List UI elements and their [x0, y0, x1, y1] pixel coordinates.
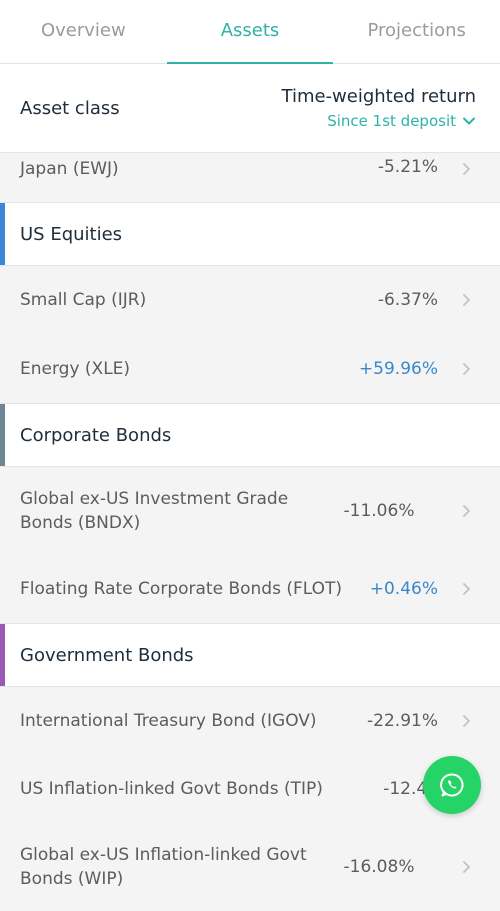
- asset-return: -22.91%: [367, 711, 438, 731]
- list-item-bndx[interactable]: Global ex-US Investment Grade Bonds (BND…: [0, 467, 500, 555]
- tab-assets[interactable]: Assets: [166, 0, 334, 64]
- asset-name: Energy (XLE): [20, 358, 131, 379]
- asset-return: -11.06%: [343, 501, 415, 521]
- asset-name: International Treasury Bond (IGOV): [20, 711, 317, 731]
- group-header-government-bonds: Government Bonds: [0, 623, 500, 687]
- list-item-flot[interactable]: Floating Rate Corporate Bonds (FLOT) +0.…: [0, 555, 500, 623]
- chevron-right-icon: [463, 362, 470, 375]
- group-color-bar: [0, 624, 5, 686]
- group-color-bar: [0, 203, 5, 265]
- list-item-small-cap[interactable]: Small Cap (IJR) -6.37%: [0, 266, 500, 334]
- group-header-us-equities: US Equities: [0, 202, 500, 266]
- return-title: Time-weighted return: [281, 86, 477, 107]
- asset-return: +0.46%: [369, 579, 438, 599]
- tab-projections[interactable]: Projections: [367, 20, 466, 41]
- group-label: Government Bonds: [20, 644, 194, 666]
- asset-return: -5.21%: [377, 157, 438, 177]
- list-item-igov[interactable]: International Treasury Bond (IGOV) -22.9…: [0, 687, 500, 755]
- list-item-energy[interactable]: Energy (XLE) +59.96%: [0, 334, 500, 403]
- asset-name: Global ex-US Inflation-linked Govt Bonds…: [20, 845, 307, 889]
- asset-name: Small Cap (IJR): [20, 290, 147, 310]
- period-dropdown[interactable]: Since 1st deposit: [327, 112, 476, 130]
- chevron-right-icon: [463, 294, 470, 306]
- asset-return: -6.37%: [377, 290, 438, 310]
- list-item-wip[interactable]: Global ex-US Inflation-linked Govt Bonds…: [0, 823, 500, 911]
- group-label: Corporate Bonds: [20, 424, 172, 446]
- chevron-right-icon: [463, 583, 470, 595]
- column-header: Asset class Time-weighted return Since 1…: [0, 64, 500, 153]
- group-header-corporate-bonds: Corporate Bonds: [0, 403, 500, 467]
- asset-return: -16.08%: [343, 857, 415, 877]
- asset-name: Japan (EWJ): [20, 159, 119, 179]
- period-dropdown-label: Since 1st deposit: [327, 112, 456, 130]
- tab-overview[interactable]: Overview: [40, 20, 126, 41]
- chevron-right-icon: [463, 715, 470, 727]
- asset-class-label: Asset class: [20, 97, 120, 119]
- asset-return: +59.96%: [358, 358, 438, 379]
- return-header: Time-weighted return Since 1st deposit: [282, 86, 477, 130]
- whatsapp-button[interactable]: [423, 756, 481, 814]
- chevron-right-icon: [463, 861, 470, 873]
- tab-bar: Overview Assets Projections: [0, 0, 500, 64]
- group-color-bar: [0, 404, 5, 466]
- whatsapp-icon: [440, 773, 464, 797]
- chevron-right-icon: [463, 163, 470, 175]
- asset-name: US Inflation-linked Govt Bonds (TIP): [20, 779, 323, 799]
- list-item-japan[interactable]: Japan (EWJ) -5.21%: [0, 153, 500, 202]
- group-label: US Equities: [20, 223, 123, 245]
- chevron-down-icon: [463, 117, 475, 125]
- asset-name: Floating Rate Corporate Bonds (FLOT): [20, 579, 343, 599]
- asset-name: Global ex-US Investment Grade Bonds (BND…: [20, 489, 289, 533]
- asset-list: Japan (EWJ) -5.21% US Equities Small Cap…: [0, 153, 500, 911]
- chevron-right-icon: [463, 505, 470, 517]
